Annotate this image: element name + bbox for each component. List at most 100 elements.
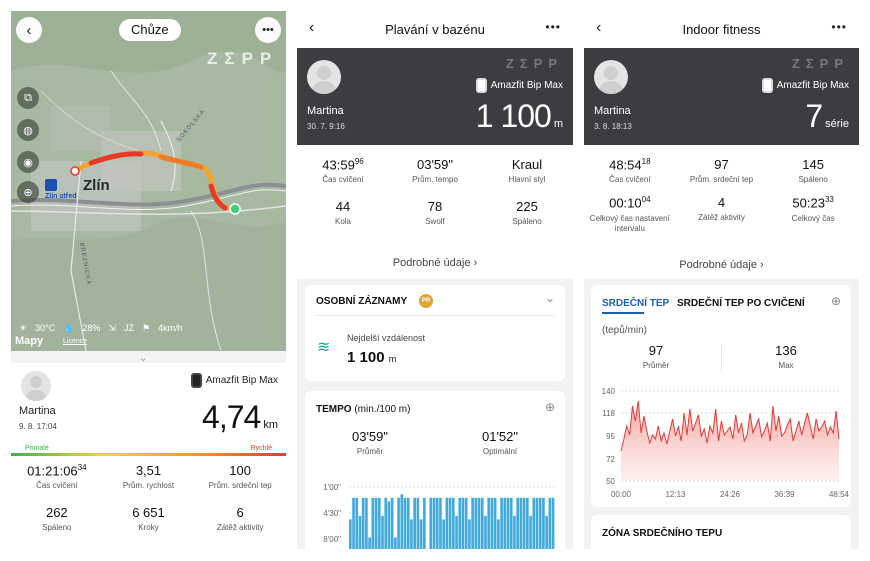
hr-xtick-label: 00:00 [611,490,632,499]
hr-ytick-label: 72 [606,455,615,464]
stat-value-main: 44 [335,199,351,215]
stat-item: 100 Prům. srdeční tep [194,463,286,491]
tempo-card: TEMPO (min./100 m) ⊕ 03'59" Průměr 01'52… [305,391,565,549]
series-number: 7 [805,98,823,134]
device-name: Amazfit Bip Max [490,80,563,91]
map-locate-button[interactable]: ⊕ [17,181,39,203]
details-link-label: Podrobné údaje [392,257,471,269]
stat-value: 43:5996 [297,157,389,172]
stat-value: 3,51 [103,463,195,478]
stat-value: 97 [676,157,768,172]
tempo-bar [387,501,391,549]
weather-temp: 30°C [35,323,56,333]
tempo-bar [403,497,407,549]
hr-avg-value: 97 [648,343,664,358]
more-button[interactable]: ••• [255,17,281,43]
more-button[interactable]: ••• [545,20,561,34]
tempo-bar [538,497,542,549]
stat-item: 50:2333 Celkový čas [767,195,859,233]
stat-item: 03'59" Prům. tempo [389,157,481,185]
stat-label: Spáleno [42,523,72,533]
tempo-bar [377,497,381,549]
activity-date: 30. 7. 9:16 [307,122,345,131]
tempo-bar [452,497,455,549]
tempo-bar [500,497,503,549]
tab-heart-rate[interactable]: SRDEČNÍ TEP [602,298,670,309]
stat-value-fraction: 18 [641,157,651,166]
tempo-bar [542,497,545,549]
details-link[interactable]: Podrobné údaje › [584,259,859,271]
tab-heart-rate-after[interactable]: SRDEČNÍ TEP PO CVIČENÍ [677,298,805,309]
stat-item: 225 Spáleno [481,199,573,227]
chevron-down-icon[interactable]: ⌄ [544,291,555,305]
layers-icon: ⧉ [24,91,32,104]
chevron-down-icon[interactable]: ⌄ [139,353,148,364]
tempo-bar [445,497,449,549]
droplet-icon: 💧 [63,323,75,333]
swim-stats-grid: 43:5996 Čas cvičení 03'59" Prům. tempo Kraul… [297,157,573,227]
user-name: Martina [307,105,344,117]
stat-value-fraction: 34 [77,463,87,472]
tempo-bar [551,497,555,549]
stat-value-main: 03'59" [416,157,454,172]
tempo-ytick-label: 4'30" [323,509,341,518]
distance-number: 4,74 [202,399,261,435]
stat-value: 100 [194,463,286,478]
chevron-left-icon: ‹ [309,19,315,36]
stat-value: 50:2333 [767,195,859,210]
stat-label: Swolf [425,217,445,227]
tempo-bar [397,497,400,549]
map-style-button[interactable]: ◍ [17,119,39,141]
hr-area [621,401,839,481]
tempo-bar [532,497,536,549]
tempo-bar [394,537,397,549]
pace-slow-label: Pomalé [25,445,49,452]
activity-mode-label[interactable]: Chůze [119,19,181,41]
back-button[interactable]: ‹ [309,19,314,37]
stat-label: Prům. tempo [412,175,458,184]
zoom-icon[interactable]: ⊕ [544,400,555,414]
stat-item: 78 Swolf [389,199,481,227]
records-title: OSOBNÍ ZÁZNAMY [316,296,408,307]
stat-label: Spáleno [512,217,542,227]
device-name: Amazfit Bip Max [776,80,849,91]
hr-zone-title: ZÓNA SRDEČNÍHO TEPU [602,528,723,539]
pr-badge: PR [419,294,433,308]
tempo-bar [429,497,433,549]
back-button[interactable]: ‹ [16,17,42,43]
stat-item: 43:5996 Čas cvičení [297,157,389,185]
globe-icon: ◍ [23,124,33,137]
licence-link[interactable]: Licence [63,338,88,345]
tempo-bar [432,497,436,549]
stat-value-main: 00:10 [609,195,642,211]
device-name: Amazfit Bip Max [205,375,278,386]
route-map[interactable]: ‹ Chůze ••• ZΣPP ⧉ ◍ ◉ ⊕ Zlín Zlín střed… [11,11,286,351]
stat-value: 01:21:0634 [11,463,103,478]
locate-icon: ⊕ [23,186,33,199]
stat-label: Hlavní styl [508,175,546,184]
map-stop-label: Zlín střed [45,193,77,200]
top-bar: ‹ Indoor fitness ••• [584,11,859,48]
stat-value: 6 [194,505,286,520]
stat-value-fraction: 33 [824,195,834,205]
more-dots-icon: ••• [831,20,847,34]
back-button[interactable]: ‹ [596,19,601,37]
stat-value-fraction: 04 [641,195,651,205]
distance-unit: km [263,419,278,431]
map-canvas [11,11,286,351]
zoom-icon[interactable]: ⊕ [830,294,841,308]
tempo-bar [497,519,500,549]
tab-indicator [602,312,644,314]
map-layers-button[interactable]: ⧉ [17,87,39,109]
hr-xtick-label: 12:13 [665,490,686,499]
details-link[interactable]: Podrobné údaje › [297,257,573,269]
stat-value: 48:5418 [584,157,676,172]
swim-icon: ≋ [317,339,331,356]
more-button[interactable]: ••• [831,20,847,34]
sun-icon: ☀ [19,323,28,333]
map-visibility-button[interactable]: ◉ [17,151,39,173]
stat-label: Spáleno [798,175,828,184]
zepp-logo: ZΣPP [207,49,279,68]
tempo-bar [490,497,494,549]
fitness-screen: ‹ Indoor fitness ••• ZΣPP Amazfit Bip Ma… [584,11,859,549]
